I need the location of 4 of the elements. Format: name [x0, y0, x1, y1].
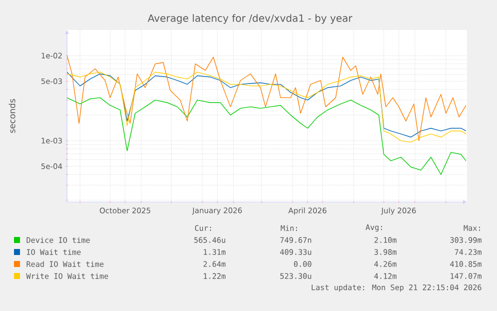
line-series	[67, 97, 466, 175]
y-axis-title: seconds	[8, 99, 16, 133]
line-series	[67, 55, 466, 142]
chart-title: Average latency for /dev/xvda1 - by year	[148, 14, 352, 24]
